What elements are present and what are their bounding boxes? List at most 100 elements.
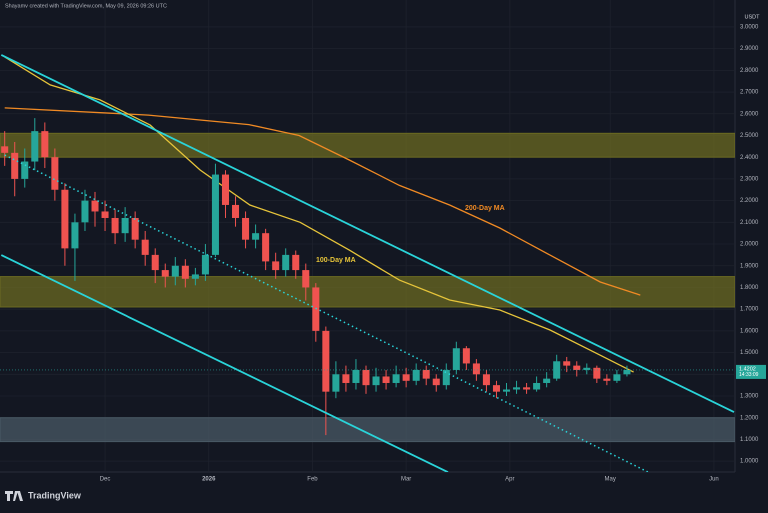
candle-body — [422, 369, 430, 379]
candle-body — [51, 157, 59, 190]
zone — [0, 132, 735, 158]
candle-body — [121, 217, 129, 234]
y-tick-label: 2.5000 — [740, 133, 759, 139]
candle-body — [583, 367, 591, 370]
candle-body — [171, 265, 179, 277]
candle-body — [563, 361, 571, 366]
zone — [0, 276, 735, 308]
y-tick-label: 1.9000 — [740, 263, 759, 269]
candle-body — [81, 200, 89, 223]
x-tick-label: 2026 — [202, 477, 216, 483]
candle-body — [402, 374, 410, 381]
x-tick-label: Feb — [307, 477, 318, 483]
y-tick-label: 1.3000 — [740, 394, 759, 400]
x-tick-label: Jun — [709, 477, 719, 483]
candle-body — [432, 378, 440, 386]
y-tick-label: 1.6000 — [740, 328, 759, 334]
x-tick-label: May — [605, 477, 616, 483]
candle-body — [262, 233, 270, 262]
candle-body — [181, 265, 189, 279]
candle-body — [41, 131, 49, 158]
candle-body — [31, 131, 39, 162]
candle-body — [332, 374, 340, 392]
candle-body — [91, 200, 99, 212]
candle-body — [442, 369, 450, 386]
countdown: 14:33:09 — [739, 372, 759, 378]
plot — [0, 0, 735, 472]
candle-body — [101, 211, 109, 218]
candle-body — [131, 217, 139, 240]
y-tick-label: 2.4000 — [740, 155, 759, 161]
candle-body — [61, 189, 69, 249]
candle-body — [392, 374, 400, 383]
y-tick-label: 2.6000 — [740, 111, 759, 117]
candle-body — [242, 217, 250, 240]
brand: TradingView — [28, 490, 82, 500]
logo-icon — [5, 491, 23, 501]
candle-body — [252, 233, 260, 240]
candle-body — [362, 369, 370, 386]
last-price-label: 1.4202 — [739, 366, 756, 372]
candle-body — [292, 254, 300, 271]
price-axis — [735, 0, 768, 485]
candle-body — [623, 369, 631, 375]
candle-body — [352, 369, 360, 383]
candle-body — [191, 274, 199, 279]
candle-body — [232, 204, 240, 218]
candle-body — [272, 261, 280, 271]
y-tick-label: 3.0000 — [740, 24, 759, 30]
candle-body — [312, 287, 320, 331]
candle-body — [201, 254, 209, 275]
candle-body — [482, 374, 490, 386]
candle-body — [543, 378, 551, 383]
y-tick-label: 1.7000 — [740, 307, 759, 313]
y-tick-label: 1.2000 — [740, 415, 759, 421]
last-price-box — [736, 364, 766, 379]
ma-label: 200-Day MA — [465, 205, 505, 212]
candle-body — [502, 389, 511, 392]
candle-body — [151, 254, 159, 271]
candle-body — [221, 174, 229, 205]
candle-body — [211, 174, 219, 255]
candle-body — [452, 348, 460, 370]
y-tick-label: 1.8000 — [740, 285, 759, 291]
y-tick-label: 2.8000 — [740, 68, 759, 74]
candle-body — [302, 270, 310, 288]
y-tick-label: 2.0000 — [740, 242, 759, 248]
candle-body — [613, 374, 621, 381]
candle-body — [111, 217, 119, 234]
moving-average — [4, 56, 634, 373]
candle-body — [462, 348, 470, 364]
currency: USDT — [745, 14, 761, 20]
candle-body — [21, 161, 29, 179]
y-tick-label: 2.9000 — [740, 46, 759, 52]
ma-label: 100-Day MA — [316, 257, 356, 264]
candle-body — [342, 374, 350, 383]
trend-line — [0, 54, 735, 413]
x-tick-label: Mar — [401, 477, 411, 483]
y-tick-label: 1.5000 — [740, 350, 759, 356]
candle-body — [382, 376, 390, 383]
candle-body — [322, 330, 330, 392]
y-tick-label: 2.1000 — [740, 220, 759, 226]
candle-body — [533, 382, 541, 390]
candle-body — [573, 365, 581, 370]
candle-body — [513, 387, 521, 390]
candle-body — [141, 239, 149, 255]
candle-body — [282, 254, 290, 271]
x-tick-label: Dec — [100, 477, 111, 483]
candle-body — [553, 361, 561, 379]
candle-body — [71, 222, 79, 249]
candle-body — [161, 270, 169, 277]
moving-average — [4, 107, 641, 296]
candle-body — [372, 376, 380, 386]
x-tick-label: Apr — [505, 477, 514, 483]
candle-body — [593, 367, 601, 379]
brand-logo — [5, 491, 23, 501]
y-tick-label: 2.3000 — [740, 176, 759, 182]
y-tick-label: 2.7000 — [740, 90, 759, 96]
footer — [0, 485, 768, 508]
y-tick-label: 2.2000 — [740, 198, 759, 204]
